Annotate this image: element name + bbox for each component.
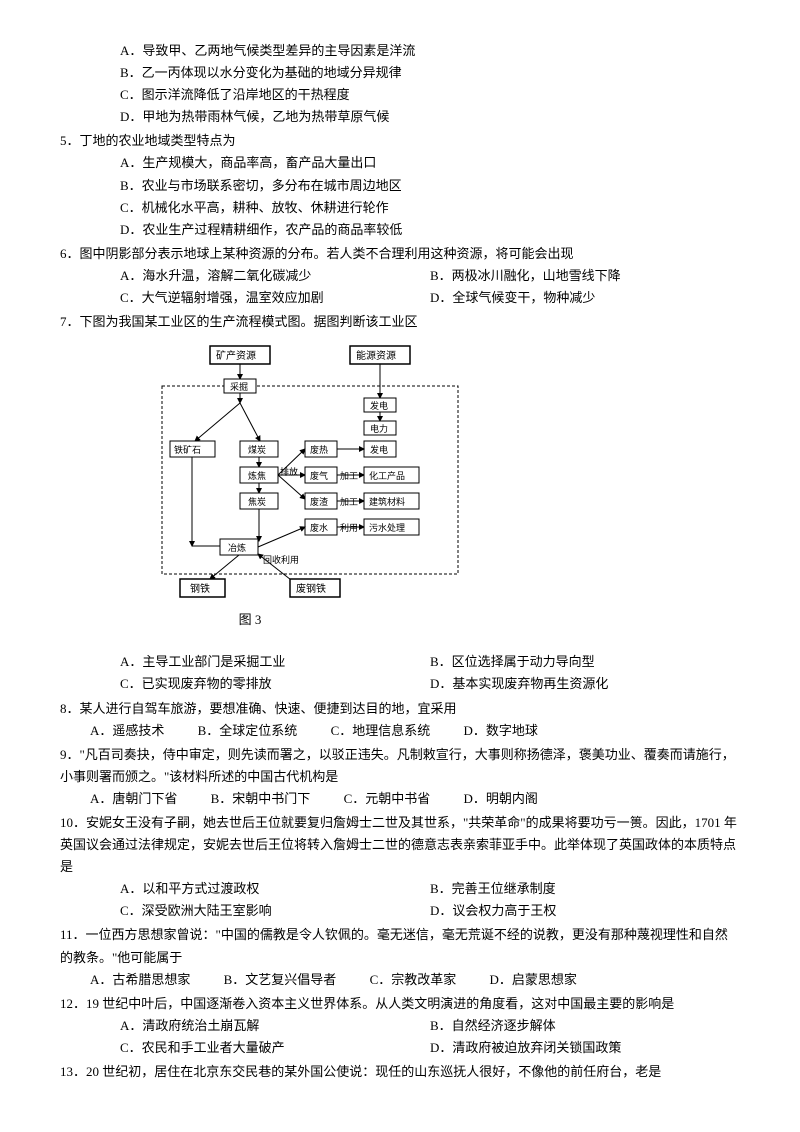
q12-choice-d: D．清政府被迫放弃闭关锁国政策 [430, 1037, 740, 1059]
q10-choice-b: B．完善王位继承制度 [430, 878, 740, 900]
svg-text:冶炼: 冶炼 [228, 542, 246, 553]
q11-choice-a: A．古希腊思想家 [90, 969, 190, 991]
svg-text:炼焦: 炼焦 [248, 470, 266, 481]
q10-stem: 10．安妮女王没有子嗣，她去世后王位就要复归詹姆士二世及其世系，"共荣革命"的成… [60, 812, 740, 878]
q7-choice-d: D．基本实现废弃物再生资源化 [430, 673, 740, 695]
q7-choices-1: A．主导工业部门是采掘工业 B．区位选择属于动力导向型 [60, 651, 740, 673]
q8-choice-c: C．地理信息系统 [331, 720, 431, 742]
q13-stem: 13．20 世纪初，居住在北京东交民巷的某外国公使说：现任的山东巡抚人很好，不像… [60, 1061, 740, 1083]
q11-choice-b: B．文艺复兴倡导者 [224, 969, 337, 991]
svg-text:钢铁: 钢铁 [190, 582, 210, 595]
svg-text:焦炭: 焦炭 [248, 496, 266, 507]
svg-text:废水: 废水 [310, 522, 328, 533]
svg-text:加工: 加工 [340, 497, 358, 507]
q12-choices-1: A．清政府统治土崩瓦解 B．自然经济逐步解体 [60, 1015, 740, 1037]
q10-choice-c: C．深受欧洲大陆王室影响 [120, 900, 430, 922]
q11-choices: A．古希腊思想家 B．文艺复兴倡导者 C．宗教改革家 D．启蒙思想家 [60, 969, 740, 991]
q11-choice-d: D．启蒙思想家 [489, 969, 576, 991]
q5-choice-c: C．机械化水平高，耕种、放牧、休耕进行轮作 [60, 197, 740, 219]
q7-diagram: 矿产资源 能源资源 采掘 发电 电力 铁矿石 煤炭 废热 发电 炼焦 排放 废气… [60, 341, 740, 601]
q5-choice-b: B．农业与市场联系密切，多分布在城市周边地区 [60, 175, 740, 197]
q6-choice-d: D．全球气候变干，物种减少 [430, 287, 740, 309]
q12-choice-a: A．清政府统治土崩瓦解 [120, 1015, 430, 1037]
q4-choice-b: B．乙一丙体现以水分变化为基础的地域分异规律 [60, 62, 740, 84]
q7-choice-a: A．主导工业部门是采掘工业 [120, 651, 430, 673]
svg-text:发电: 发电 [370, 400, 388, 411]
q6-stem: 6．图中阴影部分表示地球上某种资源的分布。若人类不合理利用这种资源，将可能会出现 [60, 243, 740, 265]
q8-choice-d: D．数字地球 [463, 720, 537, 742]
svg-text:废热: 废热 [310, 444, 328, 455]
q11-stem: 11．一位西方思想家曾说："中国的儒教是令人钦佩的。毫无迷信，毫无荒诞不经的说教… [60, 924, 740, 968]
q9-choice-c: C．元朝中书省 [344, 788, 431, 810]
q6-choice-b: B．两极冰川融化，山地雪线下降 [430, 265, 740, 287]
q11-choice-c: C．宗教改革家 [370, 969, 457, 991]
svg-text:煤炭: 煤炭 [248, 444, 266, 455]
q10-choices-1: A．以和平方式过渡政权 B．完善王位继承制度 [60, 878, 740, 900]
q4-choices: A．导致甲、乙两地气候类型差异的主导因素是洋流 B．乙一丙体现以水分变化为基础的… [60, 40, 740, 128]
q10-choice-a: A．以和平方式过渡政权 [120, 878, 430, 900]
q9-choice-b: B．宋朝中书门下 [211, 788, 311, 810]
q6-choice-c: C．大气逆辐射增强，温室效应加剧 [120, 287, 430, 309]
q7-choice-c: C．已实现废弃物的零排放 [120, 673, 430, 695]
q8-choice-a: A．遥感技术 [90, 720, 164, 742]
svg-text:废渣: 废渣 [310, 496, 328, 507]
q5-choice-d: D．农业生产过程精耕细作，农产品的商品率较低 [60, 219, 740, 241]
svg-text:矿产资源: 矿产资源 [216, 349, 256, 362]
svg-text:发电: 发电 [370, 444, 388, 455]
svg-text:废钢铁: 废钢铁 [296, 582, 326, 595]
q9-stem: 9．"凡百司奏抉，侍中审定，则先读而署之，以驳正违失。凡制敕宣行，大事则称扬德泽… [60, 744, 740, 788]
svg-text:电力: 电力 [370, 423, 388, 434]
q6-choices: A．海水升温，溶解二氧化碳减少 B．两极冰川融化，山地雪线下降 [60, 265, 740, 287]
q12-stem: 12．19 世纪中叶后，中国逐渐卷入资本主义世界体系。从人类文明演进的角度看，这… [60, 993, 740, 1015]
svg-text:废气: 废气 [310, 470, 328, 481]
q9-choices: A．唐朝门下省 B．宋朝中书门下 C．元朝中书省 D．明朝内阁 [60, 788, 740, 810]
svg-text:采掘: 采掘 [230, 381, 248, 392]
svg-text:化工产品: 化工产品 [369, 470, 405, 481]
q10-choices-2: C．深受欧洲大陆王室影响 D．议会权力高于王权 [60, 900, 740, 922]
q8-choice-b: B．全球定位系统 [198, 720, 298, 742]
svg-text:回收利用: 回收利用 [263, 554, 299, 565]
q7-diagram-label: 图 3 [60, 609, 340, 631]
q7-choice-b: B．区位选择属于动力导向型 [430, 651, 740, 673]
q12-choice-b: B．自然经济逐步解体 [430, 1015, 740, 1037]
q7-choices-2: C．已实现废弃物的零排放 D．基本实现废弃物再生资源化 [60, 673, 740, 695]
svg-text:铁矿石: 铁矿石 [174, 444, 201, 455]
svg-text:能源资源: 能源资源 [356, 349, 396, 362]
q9-choice-a: A．唐朝门下省 [90, 788, 177, 810]
svg-text:建筑材料: 建筑材料 [369, 496, 405, 507]
q12-choice-c: C．农民和手工业者大量破产 [120, 1037, 430, 1059]
q4-choice-a: A．导致甲、乙两地气候类型差异的主导因素是洋流 [60, 40, 740, 62]
q9-choice-d: D．明朝内阁 [463, 788, 537, 810]
q8-choices: A．遥感技术 B．全球定位系统 C．地理信息系统 D．数字地球 [60, 720, 740, 742]
q6-choice-a: A．海水升温，溶解二氧化碳减少 [120, 265, 430, 287]
q5-choice-a: A．生产规模大，商品率高，畜产品大量出口 [60, 152, 740, 174]
q12-choices-2: C．农民和手工业者大量破产 D．清政府被迫放弃闭关锁国政策 [60, 1037, 740, 1059]
q4-choice-d: D．甲地为热带雨林气候，乙地为热带草原气候 [60, 106, 740, 128]
svg-text:加工: 加工 [340, 471, 358, 481]
q10-choice-d: D．议会权力高于王权 [430, 900, 740, 922]
q4-choice-c: C．图示洋流降低了沿岸地区的干热程度 [60, 84, 740, 106]
svg-text:污水处理: 污水处理 [369, 522, 405, 533]
q8-stem: 8．某人进行自驾车旅游，要想准确、快速、便捷到达目的地，宜采用 [60, 698, 740, 720]
q5-stem: 5．丁地的农业地域类型特点为 [60, 130, 740, 152]
q7-stem: 7．下图为我国某工业区的生产流程模式图。据图判断该工业区 [60, 311, 740, 333]
